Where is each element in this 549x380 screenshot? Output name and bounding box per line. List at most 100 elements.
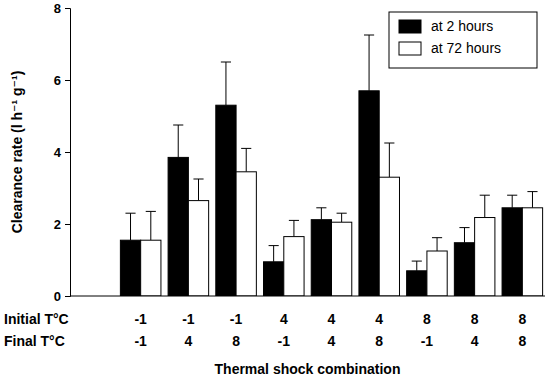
- y-tick: 4: [54, 145, 70, 160]
- error-cap: [146, 211, 156, 212]
- error-cap: [459, 227, 469, 228]
- error-bar: [293, 220, 294, 236]
- x-tick-label: 8: [423, 311, 431, 327]
- error-bar: [389, 143, 390, 177]
- error-bar: [437, 238, 438, 251]
- chart-svg: 02468-1-1-1444888Initial T°C-148-148-148…: [0, 0, 549, 380]
- x-tick-label: 4: [471, 333, 479, 349]
- x-tick-label: 4: [375, 311, 383, 327]
- x-tick-label: -1: [230, 311, 243, 327]
- x-tick: -1: [278, 333, 291, 349]
- bar: [407, 271, 427, 296]
- error-bar: [416, 261, 417, 271]
- x-tick-label: 8: [518, 333, 526, 349]
- error-bar: [273, 246, 274, 262]
- x-tick: -1: [134, 333, 147, 349]
- error-bar: [369, 35, 370, 91]
- error-cap: [507, 195, 517, 196]
- error-cap: [193, 179, 203, 180]
- error-cap: [269, 245, 279, 246]
- bar: [168, 157, 188, 296]
- bar: [332, 222, 352, 296]
- error-bar: [532, 192, 533, 208]
- error-cap: [480, 195, 490, 196]
- x-tick: -1: [421, 333, 434, 349]
- legend-label: at 72 hours: [431, 40, 501, 56]
- error-cap: [125, 213, 135, 214]
- x-tick: -1: [182, 311, 195, 327]
- x-tick-label: -1: [134, 311, 147, 327]
- x-tick: 4: [184, 333, 192, 349]
- y-tick-mark: [65, 152, 70, 153]
- bar: [236, 172, 256, 296]
- x-tick: 8: [232, 333, 240, 349]
- bar: [359, 91, 379, 296]
- bar: [522, 208, 542, 296]
- x-axis-row: -1 4 8 -1 4 8 -1 4 8: [134, 333, 526, 349]
- x-tick-label: -1: [421, 333, 434, 349]
- y-tick: 2: [54, 217, 70, 232]
- x-tick: 8: [518, 311, 526, 327]
- x-tick: -1: [134, 311, 147, 327]
- bar: [502, 208, 522, 296]
- y-tick: 8: [54, 1, 70, 16]
- bar: [311, 220, 331, 296]
- error-cap: [316, 207, 326, 208]
- error-bar: [225, 62, 226, 105]
- x-axis-row: -1-1-1444888: [134, 311, 526, 327]
- error-cap: [337, 213, 347, 214]
- x-tick-label: 8: [232, 333, 240, 349]
- series: [120, 35, 522, 296]
- bar: [379, 177, 399, 296]
- x-tick-label: 8: [518, 311, 526, 327]
- x-tick-label: 8: [471, 311, 479, 327]
- y-tick: 6: [54, 73, 70, 88]
- bar: [264, 262, 284, 296]
- x-tick: 8: [518, 333, 526, 349]
- x-tick: 8: [471, 311, 479, 327]
- chart-container: 02468-1-1-1444888Initial T°C-148-148-148…: [0, 0, 549, 380]
- error-cap: [412, 261, 422, 262]
- legend: at 2 hours at 72 hours: [389, 12, 537, 68]
- error-cap: [432, 237, 442, 238]
- y-tick-mark: [65, 224, 70, 225]
- legend-swatch: [399, 20, 421, 33]
- x-tick-label: 8: [375, 333, 383, 349]
- x-tick: 4: [328, 333, 336, 349]
- category-row-label: Final T°C: [4, 333, 65, 349]
- error-cap: [384, 143, 394, 144]
- x-axis-title: Thermal shock combination: [215, 361, 401, 377]
- error-bar: [150, 211, 151, 240]
- error-bar: [484, 195, 485, 217]
- bar: [454, 243, 474, 296]
- error-cap: [173, 125, 183, 126]
- error-bar: [341, 213, 342, 222]
- x-tick-label: -1: [278, 333, 291, 349]
- error-cap: [364, 35, 374, 36]
- x-tick-label: 4: [328, 333, 336, 349]
- legend-label: at 2 hours: [431, 18, 493, 34]
- x-tick-label: -1: [134, 333, 147, 349]
- x-tick: 4: [375, 311, 383, 327]
- x-tick-label: 4: [328, 311, 336, 327]
- error-cap: [221, 62, 231, 63]
- y-tick-label: 6: [54, 73, 61, 88]
- plot-marks: [120, 35, 542, 296]
- bar: [284, 237, 304, 296]
- y-axis: 0 2 4 6 8: [54, 1, 71, 304]
- error-cap: [527, 191, 537, 192]
- x-tick-label: 4: [184, 333, 192, 349]
- y-tick-mark: [65, 8, 70, 9]
- y-tick-label: 0: [54, 289, 61, 304]
- series: [141, 143, 543, 296]
- y-tick-label: 8: [54, 1, 61, 16]
- y-tick: 0: [54, 289, 70, 304]
- y-axis-line: [65, 9, 71, 297]
- error-bar: [512, 195, 513, 208]
- bar: [120, 240, 140, 296]
- bar: [141, 240, 161, 296]
- y-tick-mark: [65, 296, 70, 297]
- x-tick: 8: [375, 333, 383, 349]
- bar: [475, 218, 495, 296]
- error-cap: [241, 148, 251, 149]
